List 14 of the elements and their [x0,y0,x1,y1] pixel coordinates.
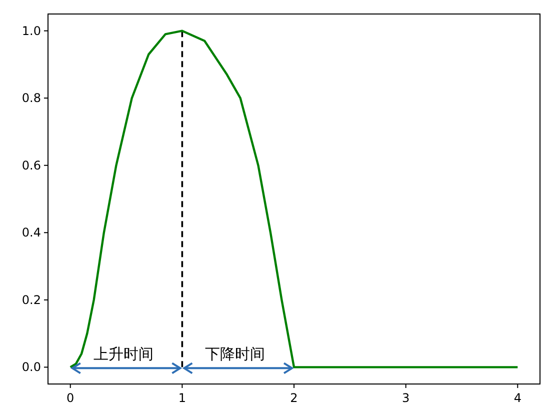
annotation: 上升时间 [93,345,154,364]
y-tick-label: 0.8 [22,91,41,106]
y-tick-label: 0.2 [22,292,41,307]
x-tick-label: 4 [514,391,522,405]
y-tick-label: 1.0 [22,24,41,38]
x-tick-label: 0 [66,391,74,405]
y-tick-label: 0.0 [22,360,41,374]
x-tick-label: 2 [290,391,298,405]
line-series [69,30,519,368]
x-tick-label: 3 [402,391,410,405]
annotation: 下降时间 [205,345,266,364]
y-tick-label: 0.6 [22,158,41,172]
x-tick-label: 1 [178,391,186,405]
y-tick-label: 0.4 [22,226,41,240]
